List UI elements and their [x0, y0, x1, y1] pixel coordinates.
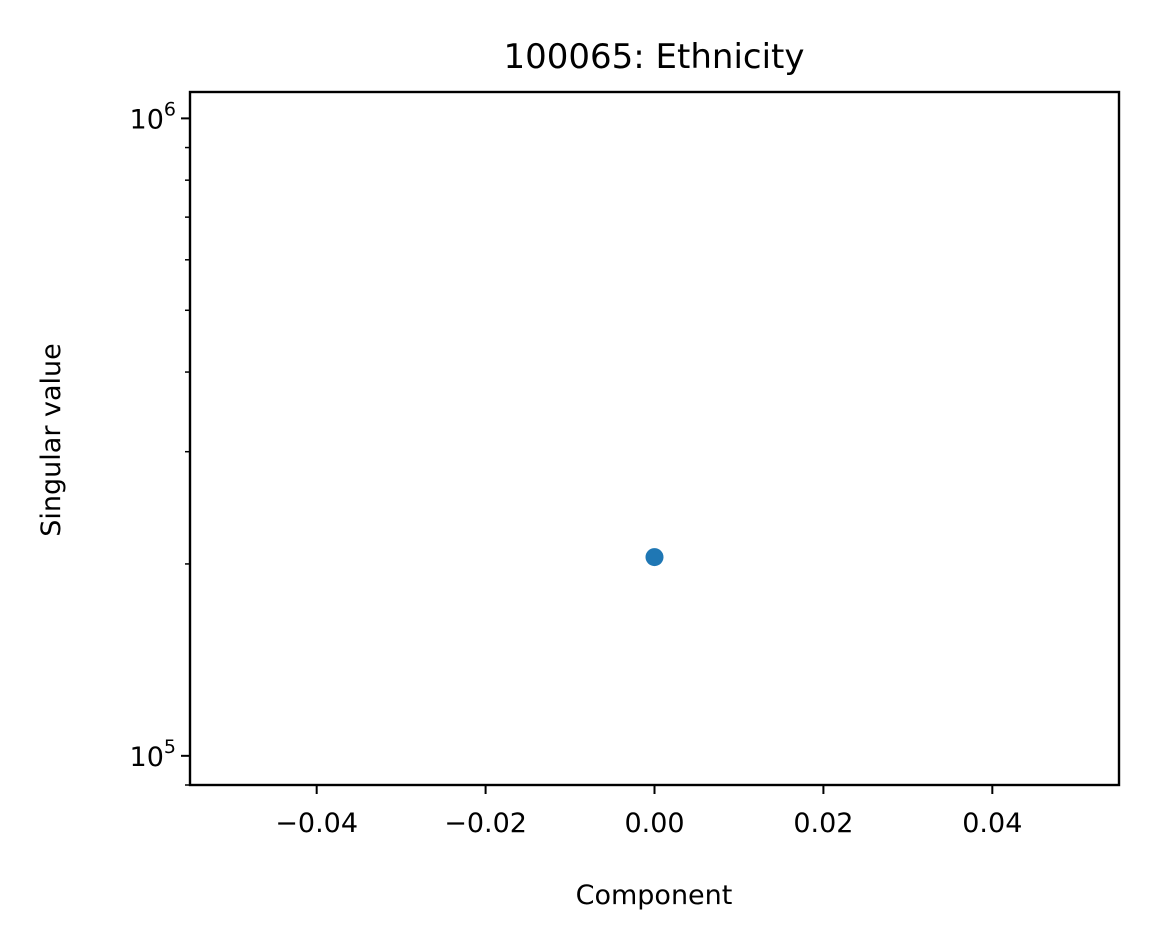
- x-tick-label: 0.04: [962, 808, 1022, 839]
- data-point: [645, 548, 664, 567]
- y-tick-label-exponent: 6: [164, 98, 176, 120]
- y-tick-label: 106: [130, 98, 176, 135]
- x-axis-ticks: −0.04 −0.02 0.00 0.02 0.04: [275, 785, 1022, 839]
- y-axis-label: Singular value: [36, 343, 67, 536]
- x-tick-label: 0.00: [624, 808, 684, 839]
- y-tick-label-base: 10: [130, 104, 164, 135]
- y-tick-label-base: 10: [130, 742, 164, 773]
- y-tick-label-exponent: 5: [164, 736, 176, 758]
- x-axis-label: Component: [576, 880, 733, 911]
- y-tick-label: 105: [130, 736, 176, 773]
- axes-frame: [188, 90, 1121, 787]
- x-tick-label: −0.04: [275, 808, 358, 839]
- x-tick-label: 0.02: [793, 808, 853, 839]
- x-tick-label: −0.02: [444, 808, 527, 839]
- data-points: [645, 548, 664, 567]
- chart-title: 100065: Ethnicity: [503, 37, 804, 77]
